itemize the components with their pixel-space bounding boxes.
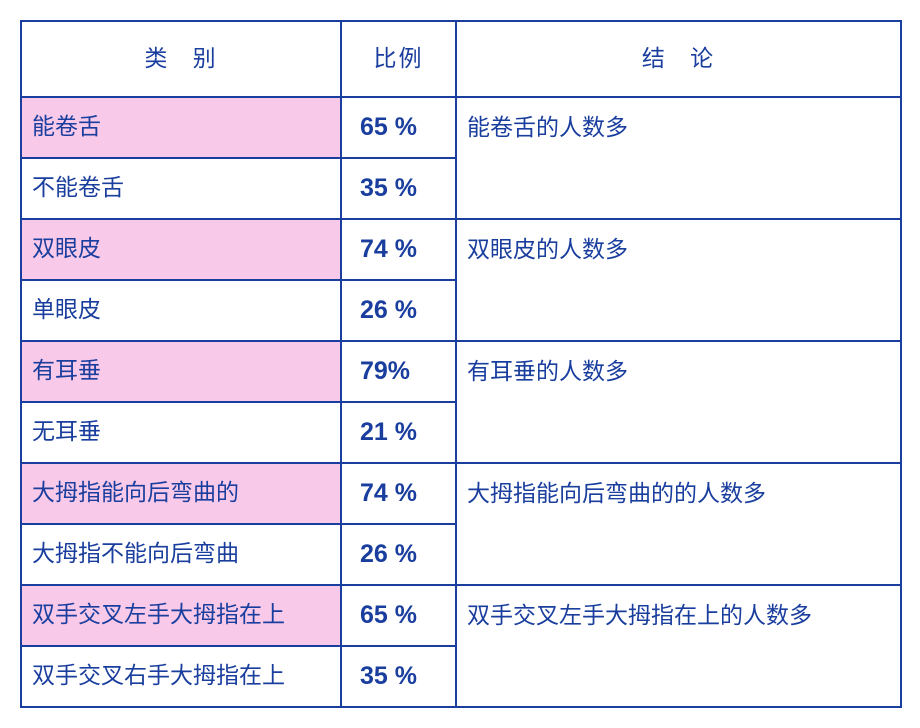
category-cell: 单眼皮 <box>21 280 341 341</box>
category-cell: 无耳垂 <box>21 402 341 463</box>
category-cell: 双手交叉左手大拇指在上 <box>21 585 341 646</box>
conclusion-cell: 大拇指能向后弯曲的的人数多 <box>456 463 901 585</box>
table-row: 有耳垂 79% 有耳垂的人数多 <box>21 341 901 402</box>
table-row: 能卷舌 65 % 能卷舌的人数多 <box>21 97 901 158</box>
category-cell: 大拇指能向后弯曲的 <box>21 463 341 524</box>
conclusion-cell: 有耳垂的人数多 <box>456 341 901 463</box>
conclusion-cell: 能卷舌的人数多 <box>456 97 901 219</box>
category-cell: 大拇指不能向后弯曲 <box>21 524 341 585</box>
conclusion-cell: 双手交叉左手大拇指在上的人数多 <box>456 585 901 707</box>
header-row: 类 别 比例 结 论 <box>21 21 901 97</box>
category-cell: 双手交叉右手大拇指在上 <box>21 646 341 707</box>
header-ratio: 比例 <box>341 21 456 97</box>
ratio-cell: 65 % <box>341 97 456 158</box>
ratio-cell: 74 % <box>341 219 456 280</box>
category-cell: 能卷舌 <box>21 97 341 158</box>
ratio-cell: 65 % <box>341 585 456 646</box>
ratio-cell: 74 % <box>341 463 456 524</box>
ratio-cell: 35 % <box>341 646 456 707</box>
conclusion-cell: 双眼皮的人数多 <box>456 219 901 341</box>
table-row: 大拇指能向后弯曲的 74 % 大拇指能向后弯曲的的人数多 <box>21 463 901 524</box>
header-conclusion: 结 论 <box>456 21 901 97</box>
traits-table: 类 别 比例 结 论 能卷舌 65 % 能卷舌的人数多 不能卷舌 35 % 双眼… <box>20 20 902 708</box>
ratio-cell: 79% <box>341 341 456 402</box>
header-category: 类 别 <box>21 21 341 97</box>
table-row: 双手交叉左手大拇指在上 65 % 双手交叉左手大拇指在上的人数多 <box>21 585 901 646</box>
category-cell: 双眼皮 <box>21 219 341 280</box>
table-row: 双眼皮 74 % 双眼皮的人数多 <box>21 219 901 280</box>
ratio-cell: 26 % <box>341 280 456 341</box>
category-cell: 不能卷舌 <box>21 158 341 219</box>
ratio-cell: 21 % <box>341 402 456 463</box>
ratio-cell: 26 % <box>341 524 456 585</box>
category-cell: 有耳垂 <box>21 341 341 402</box>
ratio-cell: 35 % <box>341 158 456 219</box>
